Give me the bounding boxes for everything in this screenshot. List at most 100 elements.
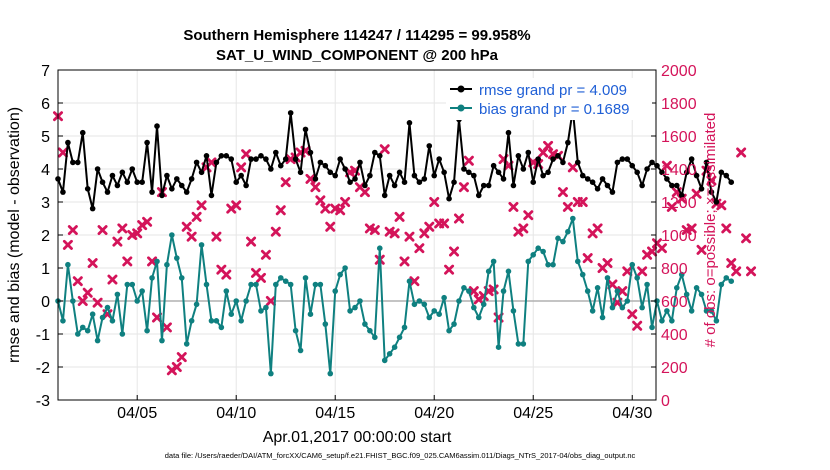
rmse-point-7 <box>89 205 96 212</box>
assimilated-point-24 <box>171 361 182 373</box>
bias-point-30 <box>203 281 210 288</box>
rmse-point-45 <box>277 162 284 169</box>
bias-point-15 <box>129 281 136 288</box>
bias-point-89 <box>495 344 502 351</box>
bias-point-115 <box>624 298 631 304</box>
rmse-point-112 <box>609 189 616 195</box>
rmse-point-51 <box>307 149 314 156</box>
bias-point-5 <box>79 324 86 331</box>
bias-point-39 <box>248 281 254 288</box>
rmse-point-119 <box>644 166 650 172</box>
assimilated-point-5 <box>77 295 88 307</box>
rmse-point-67 <box>386 172 393 179</box>
rmse-point-41 <box>258 153 264 159</box>
assimilated-point-73 <box>414 243 425 254</box>
bias-point-13 <box>119 331 126 337</box>
y2-tick-label-4: 800 <box>661 261 688 278</box>
bias-point-113 <box>614 288 621 294</box>
rmse-point-93 <box>515 153 522 159</box>
rmse-point-19 <box>149 189 155 195</box>
bias-point-111 <box>604 275 611 281</box>
rmse-point-5 <box>79 129 86 136</box>
bias-point-58 <box>342 265 348 271</box>
rmse-point-86 <box>480 182 487 189</box>
bias-point-79 <box>446 327 452 334</box>
bias-point-92 <box>510 308 517 314</box>
rmse-point-10 <box>104 189 111 195</box>
bias-point-80 <box>451 321 457 327</box>
bias-point-86 <box>480 301 487 308</box>
rmse-point-131 <box>703 159 710 166</box>
bias-point-133 <box>713 318 720 324</box>
rmse-point-133 <box>713 199 720 205</box>
rmse-point-32 <box>213 159 220 166</box>
bias-point-120 <box>649 324 655 331</box>
assimilated-point-57 <box>335 205 346 216</box>
rmse-point-26 <box>183 189 190 195</box>
x-tick-label-0: 04/05 <box>117 405 157 422</box>
rmse-point-22 <box>164 172 170 179</box>
bias-point-85 <box>475 314 482 321</box>
bias-point-53 <box>317 281 324 288</box>
bias-point-61 <box>357 298 363 304</box>
assimilated-point-6 <box>82 287 93 298</box>
bias-point-41 <box>258 308 264 314</box>
assimilated-point-116 <box>627 309 638 320</box>
rmse-point-61 <box>357 159 363 166</box>
rmse-point-70 <box>401 179 408 185</box>
bias-point-6 <box>84 327 91 334</box>
y-tick-label-7: 4 <box>41 162 50 179</box>
y-tick-label-0: -3 <box>36 393 50 410</box>
assimilated-point-102 <box>557 187 568 198</box>
assimilated-point-27 <box>186 231 197 242</box>
y-tick-label-4: 1 <box>41 261 50 278</box>
assimilated-point-71 <box>404 231 415 242</box>
assimilated-point-83 <box>463 155 474 166</box>
rmse-point-31 <box>208 192 215 199</box>
bias-point-101 <box>555 235 561 242</box>
rmse-point-102 <box>560 159 566 166</box>
assimilated-point-129 <box>691 188 702 199</box>
assimilated-point-84 <box>468 286 479 297</box>
bias-point-40 <box>253 281 259 288</box>
bias-point-127 <box>683 291 690 298</box>
rmse-point-4 <box>75 159 81 166</box>
legend-rmse-label: rmse grand pr = 4.009 <box>479 82 627 99</box>
rmse-point-8 <box>94 166 101 172</box>
rmse-point-11 <box>109 172 116 179</box>
bias-point-66 <box>381 357 388 364</box>
assimilated-point-3 <box>67 225 78 236</box>
bias-point-123 <box>664 308 670 314</box>
legend-bias-marker <box>457 104 465 112</box>
bias-point-20 <box>154 258 160 265</box>
assimilated-point-111 <box>602 258 613 269</box>
rmse-point-30 <box>203 153 210 159</box>
y-tick-label-5: 2 <box>41 228 50 245</box>
rmse-point-25 <box>178 182 185 189</box>
bias-point-87 <box>485 268 492 275</box>
legend-bias-label: bias grand pr = 0.1689 <box>479 101 630 118</box>
y2-tick-label-2: 400 <box>661 327 688 344</box>
assimilated-point-130 <box>696 244 707 255</box>
bias-point-36 <box>233 298 240 304</box>
bias-point-50 <box>302 275 309 281</box>
rmse-point-114 <box>619 156 626 162</box>
rmse-point-90 <box>500 176 507 182</box>
rmse-series <box>55 106 735 212</box>
assimilated-point-68 <box>389 228 400 239</box>
bias-point-29 <box>198 242 205 248</box>
rmse-point-115 <box>624 156 631 162</box>
rmse-point-134 <box>718 169 725 176</box>
y2-tick-label-7: 1400 <box>661 162 697 179</box>
assimilated-point-7 <box>87 258 98 269</box>
assimilated-point-66 <box>379 144 390 155</box>
assimilated-point-81 <box>453 213 464 224</box>
rmse-point-18 <box>144 139 150 146</box>
assimilated-point-39 <box>246 236 257 247</box>
bias-point-130 <box>698 291 705 298</box>
bias-point-49 <box>297 347 304 354</box>
rmse-point-101 <box>555 153 561 159</box>
assimilated-point-106 <box>577 196 588 208</box>
bias-point-59 <box>347 308 353 314</box>
assimilated-point-8 <box>92 297 103 308</box>
